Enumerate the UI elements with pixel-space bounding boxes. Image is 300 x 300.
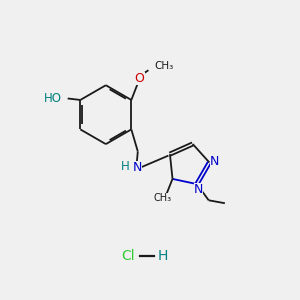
Text: Cl: Cl xyxy=(121,249,135,263)
Text: N: N xyxy=(210,154,219,167)
Text: CH₃: CH₃ xyxy=(154,61,173,71)
Text: H: H xyxy=(121,160,130,173)
Text: HO: HO xyxy=(44,92,62,105)
Text: N: N xyxy=(133,161,142,174)
Text: O: O xyxy=(135,72,145,85)
Text: CH₃: CH₃ xyxy=(153,193,171,203)
Text: H: H xyxy=(158,249,168,263)
Text: N: N xyxy=(194,184,203,196)
